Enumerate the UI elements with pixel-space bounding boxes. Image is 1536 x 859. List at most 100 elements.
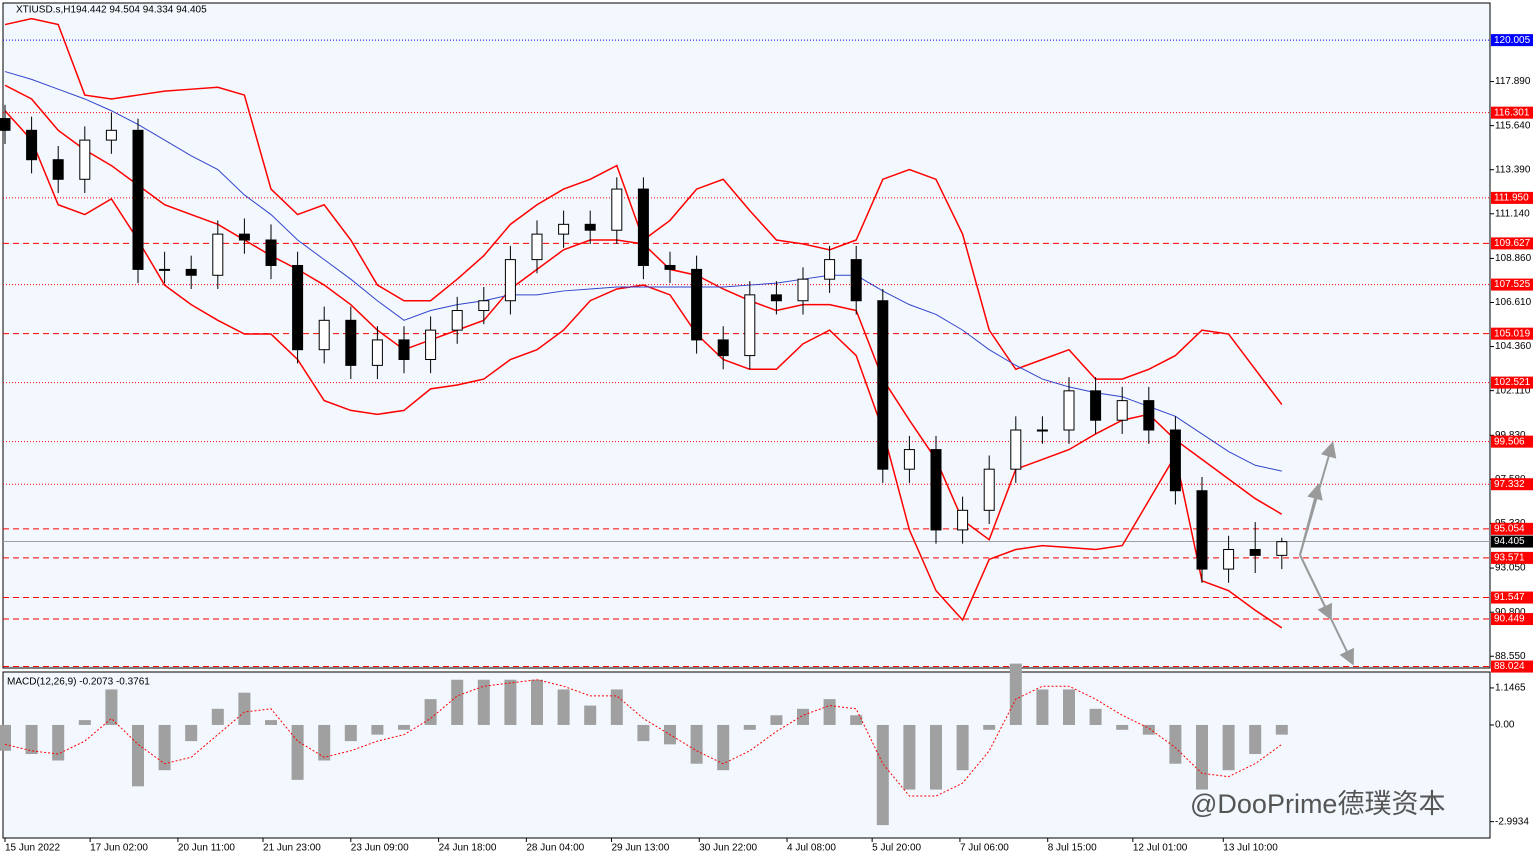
candle-body bbox=[850, 259, 862, 302]
candle-body bbox=[558, 223, 570, 235]
macd-bar bbox=[637, 724, 650, 742]
level-box bbox=[1491, 327, 1533, 340]
candle-body bbox=[1116, 400, 1128, 421]
level-box bbox=[1491, 376, 1533, 389]
candle-body bbox=[371, 339, 383, 366]
candle-body bbox=[398, 339, 410, 360]
x-tick-label: 5 Jul 20:00 bbox=[872, 843, 921, 854]
candle-body bbox=[1090, 390, 1102, 421]
level-label: 97.332 bbox=[1494, 479, 1525, 490]
candle-body bbox=[212, 233, 224, 276]
arrow-down bbox=[1299, 554, 1332, 621]
macd-bar bbox=[823, 699, 836, 725]
candle-body bbox=[105, 129, 117, 141]
macd-bar bbox=[238, 692, 251, 725]
level-label: 91.547 bbox=[1494, 592, 1525, 603]
y-tick-label: 99.830 bbox=[1495, 430, 1526, 441]
candle-body bbox=[159, 268, 171, 271]
x-tick-label: 23 Jun 09:00 bbox=[351, 843, 409, 854]
macd-bar bbox=[584, 705, 597, 725]
candle-body bbox=[584, 223, 596, 231]
level-label: 107.525 bbox=[1494, 279, 1531, 290]
signal-line bbox=[4, 679, 1283, 797]
macd-bar bbox=[1222, 724, 1235, 771]
macd-bar bbox=[876, 724, 889, 826]
x-tick-label: 24 Jun 18:00 bbox=[439, 843, 497, 854]
quote: 94.442 94.504 94.334 94.405 bbox=[76, 5, 207, 16]
macd-bar bbox=[105, 689, 118, 725]
candle-body bbox=[1010, 429, 1022, 470]
indicator-line bbox=[4, 110, 1283, 629]
macd-bar bbox=[265, 720, 277, 725]
macd-bar bbox=[398, 724, 410, 730]
level-label: 120.005 bbox=[1494, 35, 1531, 46]
macd-bar bbox=[930, 724, 942, 790]
candle-body bbox=[1276, 541, 1288, 556]
macd-bar bbox=[1036, 689, 1049, 725]
macd-bar bbox=[158, 724, 171, 771]
y-tick-label: 102.110 bbox=[1495, 385, 1531, 396]
macd-bar bbox=[211, 708, 224, 725]
macd-panel bbox=[2, 671, 1491, 839]
macd-bar bbox=[717, 724, 730, 771]
candle-body bbox=[691, 268, 703, 341]
macd-bar bbox=[1142, 724, 1155, 735]
y-tick-label: 93.050 bbox=[1495, 563, 1526, 574]
candle-body bbox=[26, 129, 38, 161]
candle-body bbox=[957, 509, 969, 531]
macd-title: MACD(12,26,9) -0.2073 -0.3761 bbox=[7, 677, 150, 688]
level-box bbox=[1491, 613, 1533, 626]
macd-bar bbox=[424, 699, 437, 725]
x-tick-label: 7 Jul 06:00 bbox=[960, 843, 1009, 854]
y-tick-label: 113.390 bbox=[1495, 164, 1531, 175]
macd-bar bbox=[291, 724, 304, 780]
candle-body bbox=[1196, 490, 1208, 570]
y-tick-label: 88.550 bbox=[1495, 651, 1526, 662]
candle-body bbox=[930, 449, 942, 531]
macd-bar bbox=[1089, 708, 1102, 725]
macd-bar bbox=[531, 679, 543, 725]
candle-body bbox=[132, 129, 144, 270]
x-tick-label: 8 Jul 15:00 bbox=[1048, 843, 1097, 854]
x-tick-label: 28 Jun 04:00 bbox=[526, 843, 584, 854]
level-box bbox=[1491, 478, 1533, 491]
x-tick-label: 17 Jun 02:00 bbox=[90, 843, 148, 854]
candle-body bbox=[1249, 548, 1261, 556]
level-label: 109.627 bbox=[1494, 238, 1531, 249]
candle-body bbox=[531, 233, 543, 261]
level-label: 90.449 bbox=[1494, 614, 1525, 625]
candle-body bbox=[1063, 390, 1075, 431]
macd-bar bbox=[504, 679, 517, 725]
macd-bar bbox=[0, 724, 11, 751]
y-tick-label: 115.640 bbox=[1495, 120, 1531, 131]
macd-bar bbox=[850, 715, 863, 725]
y-tick-label: 117.890 bbox=[1495, 76, 1531, 87]
y-tick-label: 111.140 bbox=[1495, 208, 1530, 219]
macd-bar bbox=[956, 724, 969, 771]
macd-bar bbox=[52, 724, 65, 761]
candle-body bbox=[345, 319, 357, 366]
macd-bar bbox=[344, 724, 357, 742]
level-box bbox=[1491, 535, 1533, 548]
macd-bar bbox=[743, 724, 756, 730]
x-tick-label: 12 Jul 01:00 bbox=[1133, 843, 1188, 854]
macd-bar bbox=[477, 679, 490, 725]
x-tick-label: 13 Jul 10:00 bbox=[1223, 843, 1278, 854]
arrow-up bbox=[1299, 483, 1323, 556]
candle-body bbox=[185, 268, 197, 276]
x-tick-label: 20 Jun 11:00 bbox=[178, 843, 236, 854]
candle-body bbox=[238, 233, 250, 241]
macd-bar bbox=[185, 724, 198, 742]
macd-bar bbox=[903, 724, 916, 790]
macd-bar bbox=[1009, 663, 1022, 725]
level-label: 95.054 bbox=[1494, 523, 1525, 534]
candle-body bbox=[824, 259, 836, 280]
candle-body bbox=[797, 278, 809, 302]
y-tick-label: 90.800 bbox=[1495, 607, 1526, 618]
y-tick-label: 104.360 bbox=[1495, 341, 1532, 352]
candle-body bbox=[318, 319, 330, 351]
macd-bar bbox=[451, 679, 464, 725]
level-label: 116.301 bbox=[1494, 107, 1530, 118]
macd-bar bbox=[318, 724, 331, 761]
level-label: 99.506 bbox=[1494, 436, 1525, 447]
